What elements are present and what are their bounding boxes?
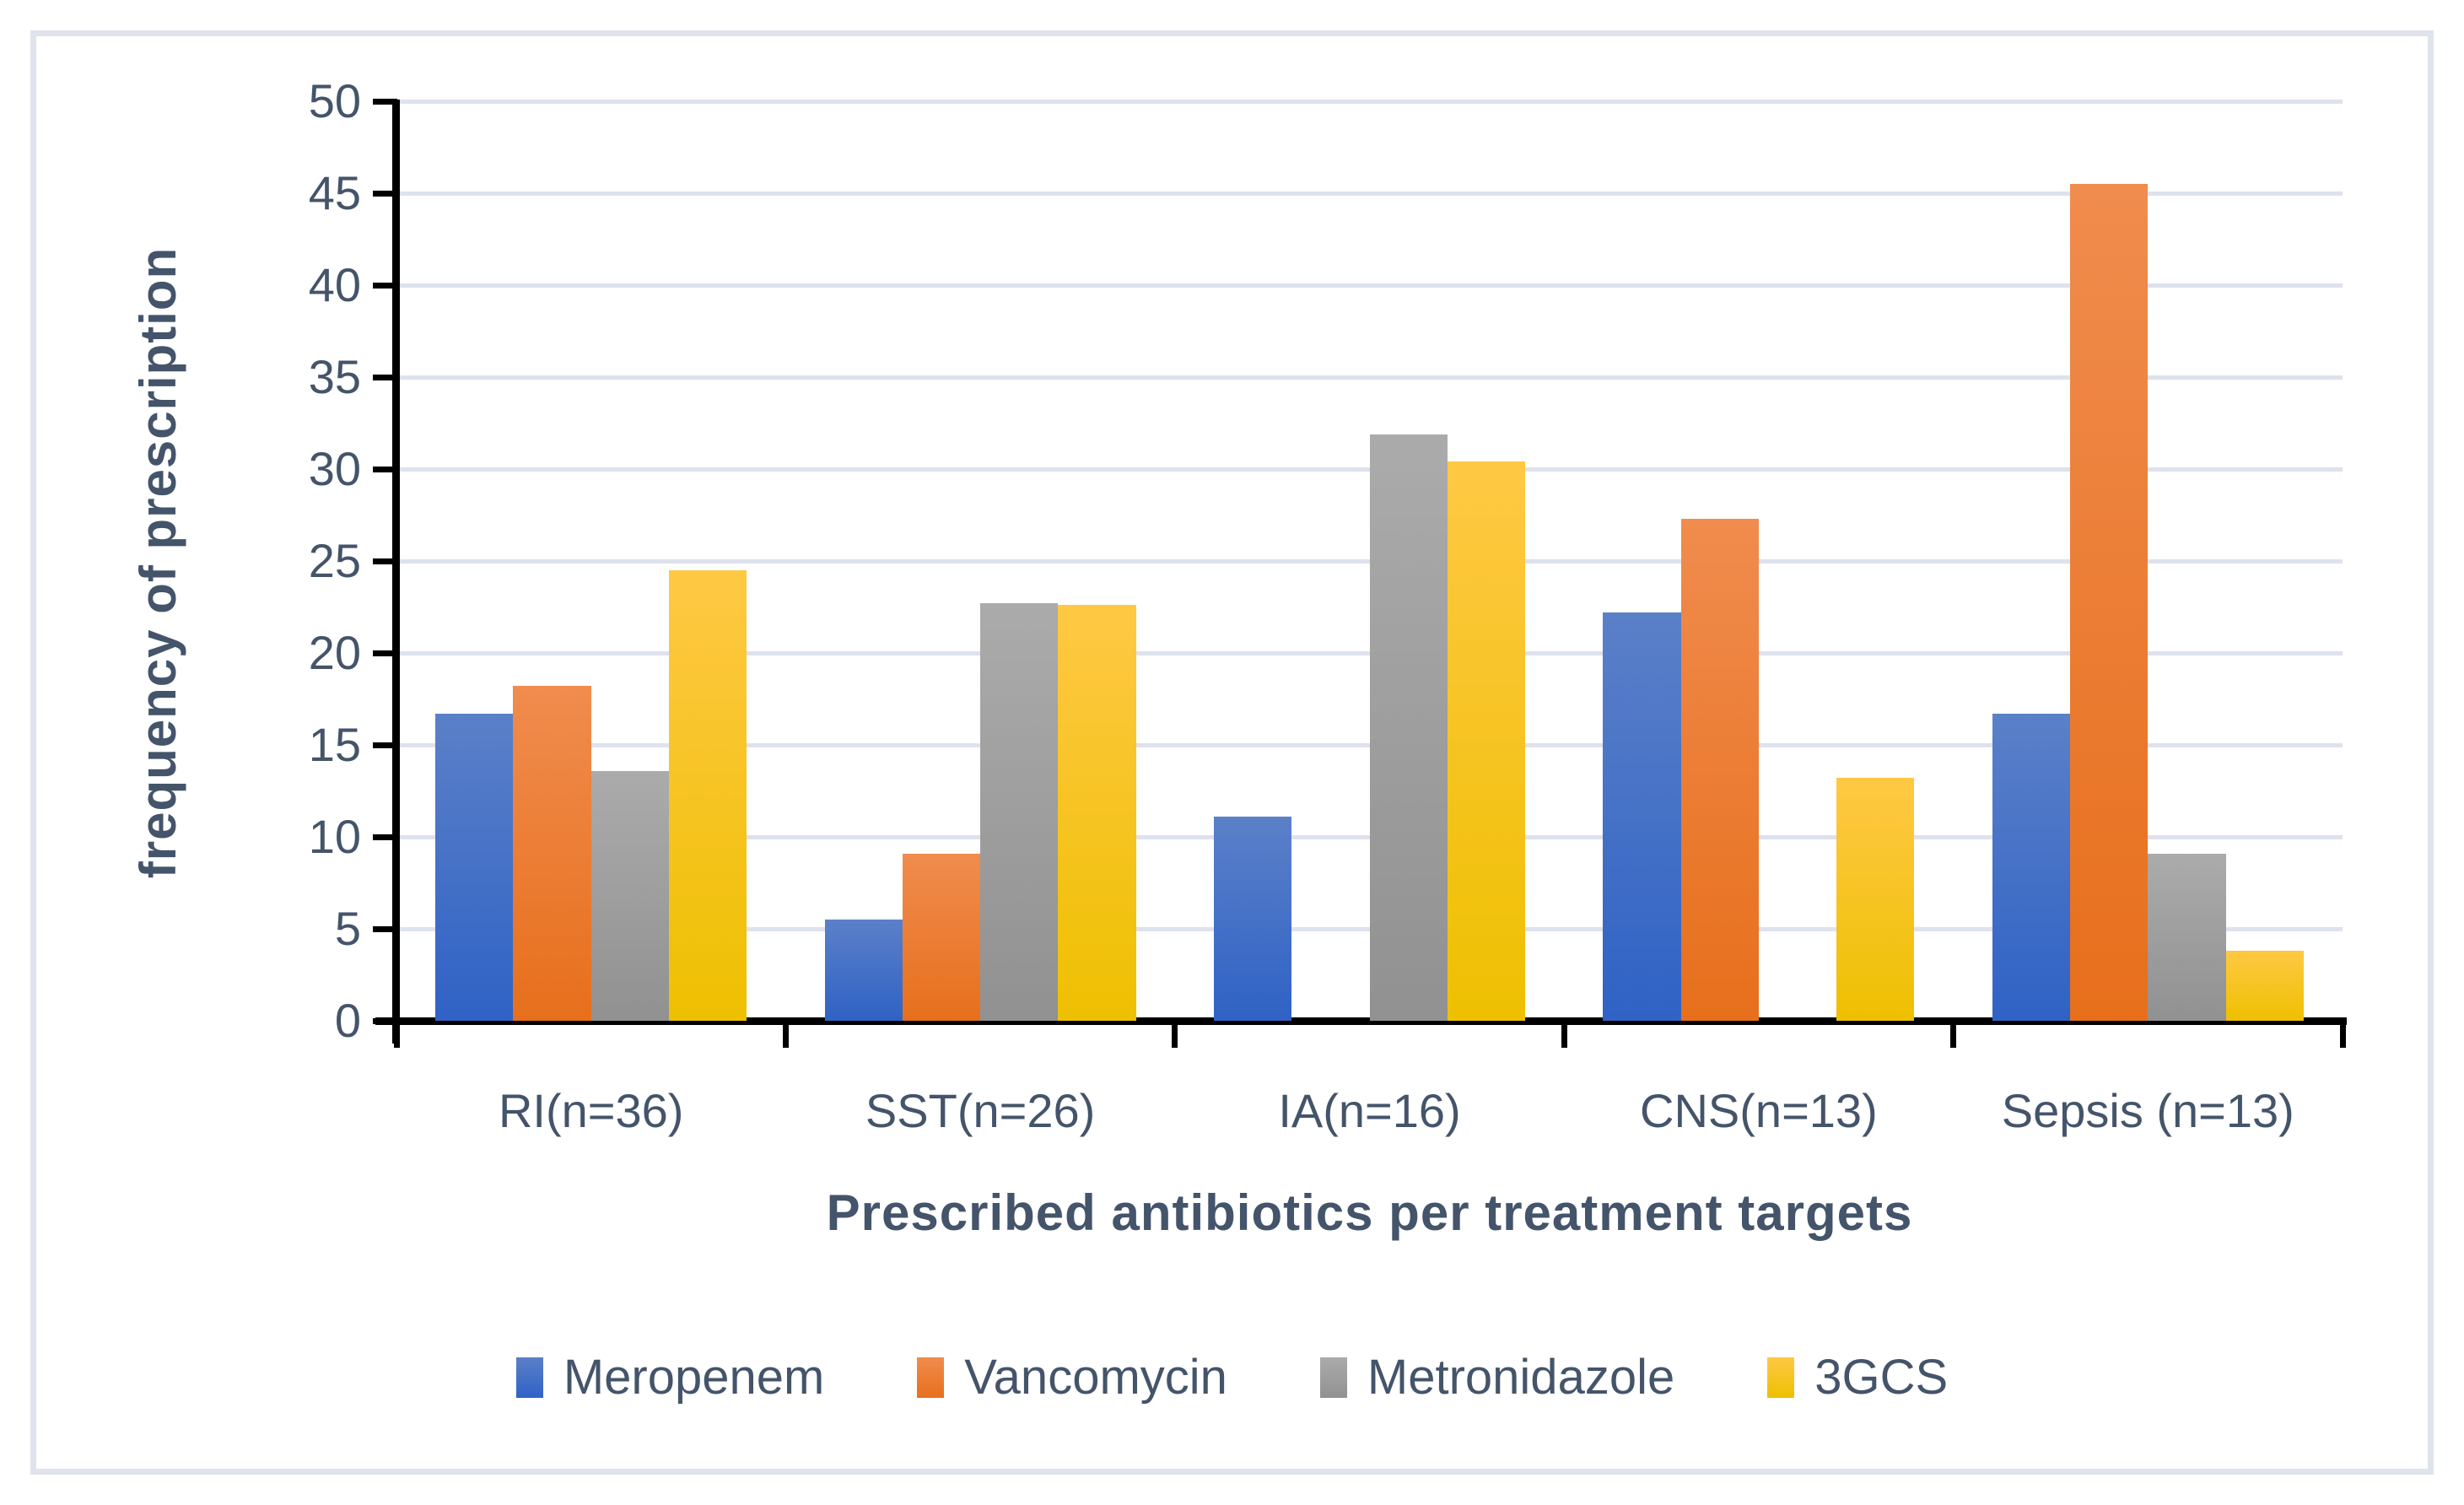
bar-3gcs-sepsis-n-13 bbox=[2225, 951, 2304, 1021]
bar-meropenem-sepsis-n-13 bbox=[1992, 713, 2070, 1021]
legend-swatch-metronidazole bbox=[1319, 1357, 1347, 1398]
bar-metronidazole-sst-n-26 bbox=[980, 603, 1059, 1021]
y-axis-tick bbox=[373, 558, 397, 564]
y-axis-tick bbox=[373, 833, 397, 840]
legend-item-meropenem: Meropenem bbox=[515, 1344, 825, 1411]
bar-meropenem-ri-n-36 bbox=[435, 713, 514, 1021]
category-label-ri-n-36: RI(n=36) bbox=[498, 1084, 684, 1137]
y-tick-label: 40 bbox=[308, 258, 361, 311]
y-axis-tick bbox=[373, 282, 397, 289]
legend-item-vancomycin: Vancomycin bbox=[917, 1344, 1227, 1411]
y-axis-line bbox=[392, 100, 400, 1044]
legend-label-metronidazole: Metronidazole bbox=[1367, 1350, 1675, 1405]
bar-vancomycin-sepsis-n-13 bbox=[2070, 184, 2149, 1021]
x-axis-tick bbox=[782, 1025, 789, 1048]
legend-item-3gcs: 3GCS bbox=[1767, 1344, 1948, 1411]
bar-vancomycin-sst-n-26 bbox=[902, 853, 981, 1021]
y-tick-label: 0 bbox=[334, 994, 361, 1047]
y-axis-title: frequency of prescription bbox=[130, 246, 186, 879]
y-tick-label: 25 bbox=[308, 534, 361, 587]
bar-meropenem-ia-n-16 bbox=[1213, 817, 1292, 1021]
category-label-ia-n-16: IA(n=16) bbox=[1278, 1084, 1461, 1137]
y-tick-label: 15 bbox=[308, 718, 361, 771]
y-tick-label: 10 bbox=[308, 810, 361, 863]
bar-vancomycin-cns-n-13 bbox=[1680, 518, 1759, 1021]
category-label-sepsis-n-13: Sepsis (n=13) bbox=[2001, 1084, 2294, 1137]
y-tick-label: 5 bbox=[334, 902, 361, 955]
bar-meropenem-cns-n-13 bbox=[1603, 612, 1681, 1021]
bar-3gcs-sst-n-26 bbox=[1058, 605, 1136, 1021]
category-label-cns-n-13: CNS(n=13) bbox=[1640, 1084, 1878, 1137]
legend-label-3gcs: 3GCS bbox=[1814, 1350, 1949, 1405]
y-axis-tick bbox=[373, 650, 397, 656]
bar-3gcs-cns-n-13 bbox=[1836, 778, 1915, 1021]
y-axis-tick bbox=[373, 190, 397, 197]
x-axis-tick bbox=[393, 1025, 400, 1048]
y-axis-tick bbox=[373, 466, 397, 472]
legend: Meropenem Vancomycin Metronidazole 3GCS bbox=[30, 1340, 2434, 1416]
gridline bbox=[396, 375, 2343, 380]
y-axis-tick bbox=[373, 925, 397, 932]
legend-label-vancomycin: Vancomycin bbox=[964, 1350, 1227, 1405]
y-tick-label: 45 bbox=[308, 166, 361, 219]
y-tick-label: 50 bbox=[308, 74, 361, 127]
x-axis-tick bbox=[2339, 1025, 2346, 1048]
legend-label-meropenem: Meropenem bbox=[563, 1350, 825, 1405]
legend-swatch-meropenem bbox=[515, 1357, 543, 1398]
y-tick-label: 20 bbox=[308, 626, 361, 679]
legend-item-metronidazole: Metronidazole bbox=[1319, 1344, 1675, 1411]
bar-meropenem-sst-n-26 bbox=[824, 920, 903, 1021]
x-axis-tick bbox=[1561, 1025, 1567, 1048]
bar-3gcs-ri-n-36 bbox=[668, 569, 747, 1021]
y-tick-label: 30 bbox=[308, 442, 361, 495]
y-axis-tick bbox=[373, 742, 397, 748]
legend-swatch-3gcs bbox=[1767, 1357, 1795, 1398]
bar-metronidazole-ia-n-16 bbox=[1369, 434, 1448, 1021]
x-axis-tick bbox=[1950, 1025, 1957, 1048]
legend-swatch-vancomycin bbox=[917, 1357, 945, 1398]
y-axis-tick bbox=[373, 1017, 397, 1024]
y-tick-label: 35 bbox=[308, 350, 361, 403]
gridline bbox=[396, 99, 2343, 104]
y-axis-tick bbox=[373, 374, 397, 380]
bar-metronidazole-ri-n-36 bbox=[590, 770, 669, 1021]
bar-metronidazole-sepsis-n-13 bbox=[2148, 853, 2226, 1021]
gridline bbox=[396, 191, 2343, 196]
x-axis-line bbox=[375, 1017, 2347, 1025]
y-axis-tick bbox=[373, 98, 397, 105]
gridline bbox=[396, 283, 2343, 288]
category-label-sst-n-26: SST(n=26) bbox=[865, 1084, 1096, 1137]
x-axis-tick bbox=[1172, 1025, 1178, 1048]
bar-3gcs-ia-n-16 bbox=[1447, 461, 1526, 1021]
bar-vancomycin-ri-n-36 bbox=[513, 686, 591, 1021]
x-axis-title: Prescribed antibiotics per treatment tar… bbox=[826, 1184, 1913, 1241]
